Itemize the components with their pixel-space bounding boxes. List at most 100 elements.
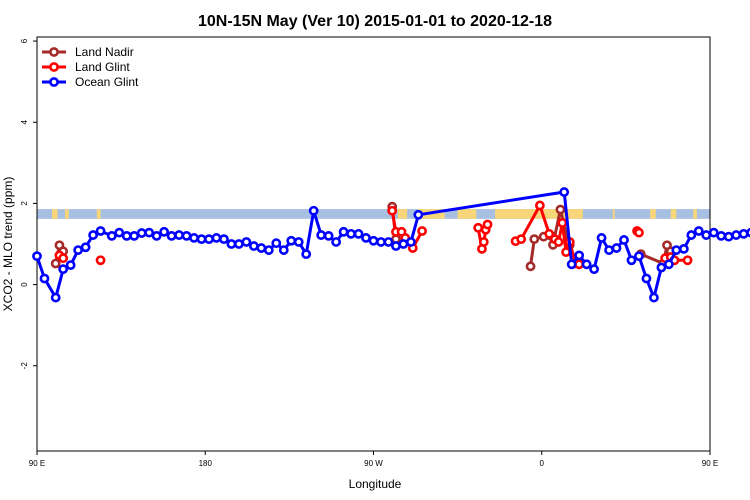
point-ocean-glint-15 bbox=[151, 230, 162, 241]
point-ocean-glint-64 bbox=[656, 262, 667, 273]
land-span-2 bbox=[96, 209, 101, 219]
land-span-5 bbox=[457, 209, 477, 219]
point-ocean-glint-21 bbox=[196, 234, 207, 245]
land-span-10 bbox=[693, 209, 697, 219]
point-ocean-glint-42 bbox=[353, 228, 364, 239]
point-ocean-glint-32 bbox=[278, 245, 289, 255]
x-tick-label-4: 90 E bbox=[702, 459, 718, 468]
point-ocean-glint-29 bbox=[256, 243, 267, 253]
point-ocean-glint-70 bbox=[701, 230, 712, 240]
point-land-glint-19 bbox=[553, 237, 564, 247]
legend-marker-land-glint bbox=[49, 62, 59, 72]
point-ocean-glint-71 bbox=[708, 227, 719, 238]
point-ocean-glint-0 bbox=[32, 251, 42, 262]
point-ocean-glint-24 bbox=[219, 234, 229, 245]
x-tick-label-2: 90 W bbox=[364, 459, 383, 468]
point-ocean-glint-52 bbox=[566, 259, 577, 270]
y-tick-label-1: 0 bbox=[20, 282, 29, 287]
point-ocean-glint-36 bbox=[308, 205, 319, 216]
x-axis-ticks: 90 E 180 90 W 0 90 E bbox=[29, 451, 718, 468]
point-land-nadir-10 bbox=[555, 204, 566, 215]
point-ocean-glint-26 bbox=[233, 239, 244, 249]
point-land-nadir-5 bbox=[525, 261, 536, 272]
point-ocean-glint-57 bbox=[604, 245, 614, 255]
point-ocean-glint-44 bbox=[368, 235, 379, 246]
y-axis-label: XCO2 - MLO trend (ppm) bbox=[1, 177, 15, 312]
y-tick-label-2: 2 bbox=[20, 201, 29, 206]
point-ocean-glint-74 bbox=[731, 230, 742, 240]
point-ocean-glint-66 bbox=[671, 245, 682, 255]
point-ocean-glint-6 bbox=[80, 242, 91, 253]
point-land-glint-26 bbox=[634, 227, 644, 238]
point-land-glint-13 bbox=[482, 219, 493, 230]
point-ocean-glint-27 bbox=[241, 237, 252, 247]
chart-title: 10N-15N May (Ver 10) 2015-01-01 to 2020-… bbox=[198, 13, 552, 30]
point-ocean-glint-19 bbox=[181, 230, 192, 241]
point-ocean-glint-20 bbox=[189, 233, 199, 243]
x-axis-label: Longitude bbox=[349, 477, 402, 491]
y-tick-label-0: -2 bbox=[20, 362, 29, 370]
point-ocean-glint-45 bbox=[376, 237, 386, 247]
point-ocean-glint-25 bbox=[226, 239, 237, 249]
point-ocean-glint-34 bbox=[293, 237, 304, 247]
legend-label-land-glint: Land Glint bbox=[75, 60, 130, 74]
point-ocean-glint-7 bbox=[88, 230, 98, 240]
point-ocean-glint-18 bbox=[174, 230, 184, 240]
point-ocean-glint-59 bbox=[619, 235, 629, 245]
point-ocean-glint-1 bbox=[39, 273, 50, 284]
point-ocean-glint-67 bbox=[678, 243, 689, 254]
point-ocean-glint-62 bbox=[641, 273, 652, 284]
point-land-nadir-6 bbox=[529, 234, 540, 245]
y-tick-label-4: 6 bbox=[20, 38, 29, 43]
point-ocean-glint-17 bbox=[166, 230, 177, 241]
point-ocean-glint-22 bbox=[204, 234, 214, 245]
legend-label-land-nadir: Land Nadir bbox=[75, 45, 134, 59]
point-land-nadir-0 bbox=[50, 258, 61, 269]
land-span-6 bbox=[495, 209, 583, 219]
point-ocean-glint-4 bbox=[65, 260, 76, 271]
legend-label-ocean-glint: Ocean Glint bbox=[75, 75, 139, 89]
y-tick-label-3: 4 bbox=[20, 119, 29, 124]
series-land-glint bbox=[54, 200, 693, 270]
legend-marker-ocean-glint bbox=[49, 77, 59, 87]
point-ocean-glint-61 bbox=[634, 251, 644, 262]
point-ocean-glint-12 bbox=[129, 230, 140, 241]
point-land-glint-8 bbox=[417, 226, 428, 236]
point-ocean-glint-58 bbox=[611, 243, 622, 253]
point-ocean-glint-5 bbox=[73, 245, 84, 255]
point-ocean-glint-63 bbox=[649, 292, 659, 303]
point-land-glint-21 bbox=[561, 247, 571, 258]
land-span-0 bbox=[51, 209, 58, 219]
land-span-1 bbox=[65, 209, 69, 219]
point-ocean-glint-65 bbox=[663, 259, 674, 270]
point-land-glint-11 bbox=[478, 237, 489, 247]
point-ocean-glint-14 bbox=[144, 227, 155, 238]
point-land-glint-16 bbox=[534, 200, 545, 211]
point-ocean-glint-11 bbox=[121, 230, 132, 241]
land-span-7 bbox=[612, 209, 615, 219]
point-ocean-glint-30 bbox=[263, 245, 274, 255]
point-ocean-glint-10 bbox=[114, 227, 125, 238]
point-land-glint-24 bbox=[574, 259, 585, 270]
land-span-3 bbox=[397, 209, 408, 219]
point-ocean-glint-56 bbox=[596, 233, 607, 243]
point-ocean-glint-55 bbox=[589, 264, 599, 275]
x-tick-label-1: 180 bbox=[199, 459, 213, 468]
point-ocean-glint-43 bbox=[361, 233, 371, 243]
point-ocean-glint-13 bbox=[136, 228, 147, 238]
point-land-glint-2 bbox=[95, 255, 106, 266]
point-ocean-glint-23 bbox=[211, 233, 222, 243]
land-span-9 bbox=[670, 209, 677, 219]
point-ocean-glint-9 bbox=[106, 230, 117, 241]
point-land-glint-1 bbox=[58, 253, 69, 264]
x-tick-label-0: 90 E bbox=[29, 459, 45, 468]
point-ocean-glint-3 bbox=[58, 264, 69, 275]
point-ocean-glint-16 bbox=[159, 226, 170, 237]
series-ocean-glint bbox=[32, 187, 750, 303]
point-ocean-glint-73 bbox=[723, 231, 734, 242]
legend-marker-land-nadir bbox=[49, 47, 59, 57]
point-ocean-glint-35 bbox=[301, 249, 312, 260]
point-ocean-glint-2 bbox=[50, 292, 61, 303]
x-tick-label-3: 0 bbox=[540, 459, 545, 468]
